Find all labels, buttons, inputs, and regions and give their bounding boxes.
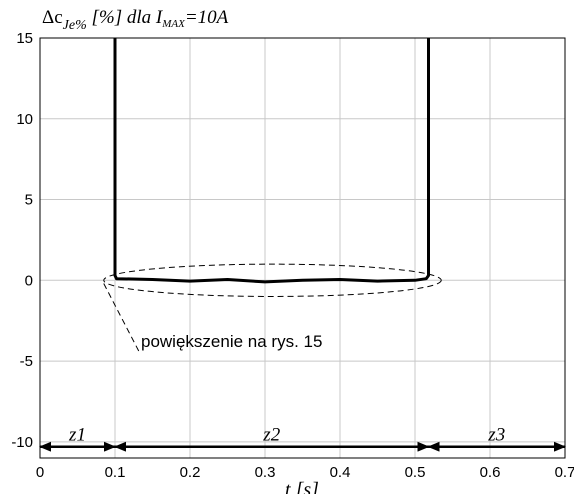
- x-tick-label: 0.6: [480, 464, 501, 481]
- x-tick-label: 0.5: [405, 464, 426, 481]
- series-line: [113, 38, 430, 284]
- x-tick-label: 0: [36, 464, 44, 481]
- annotation-layer: [103, 263, 442, 354]
- y-tick-label: 15: [16, 30, 33, 47]
- tick-labels: 0 0.1 0.2 0.3 0.4 0.5 0.6 0.7 -10 -5 0 5 10 15: [11, 30, 574, 481]
- annotation-label: powiększenie na rys. 15: [141, 332, 322, 351]
- y-tick-label: -5: [20, 353, 33, 370]
- zoom-ellipse: [103, 263, 442, 297]
- x-axis-label: t [s]: [285, 479, 319, 494]
- x-tick-label: 0.7: [555, 464, 574, 481]
- x-tick-label: 0.2: [180, 464, 201, 481]
- zone-label: z1: [68, 425, 86, 446]
- grid: [39, 37, 566, 458]
- annotation-leader: [103, 283, 141, 354]
- y-tick-label: 0: [25, 272, 33, 289]
- zone-label: z2: [262, 425, 280, 446]
- x-tick-label: 0.1: [105, 464, 126, 481]
- plot-frame: [39, 37, 566, 459]
- chart-title: ΔcJe% [%] dla IMAX=10A: [42, 7, 229, 33]
- zones: z1 z2 z3: [39, 425, 566, 452]
- series-layer: [113, 38, 430, 284]
- zone-label: z3: [487, 425, 505, 446]
- y-tick-label: -10: [11, 434, 33, 451]
- y-tick-label: 5: [25, 192, 33, 209]
- x-tick-label: 0.4: [330, 464, 351, 481]
- y-tick-label: 10: [16, 111, 33, 128]
- x-tick-label: 0.3: [255, 464, 276, 481]
